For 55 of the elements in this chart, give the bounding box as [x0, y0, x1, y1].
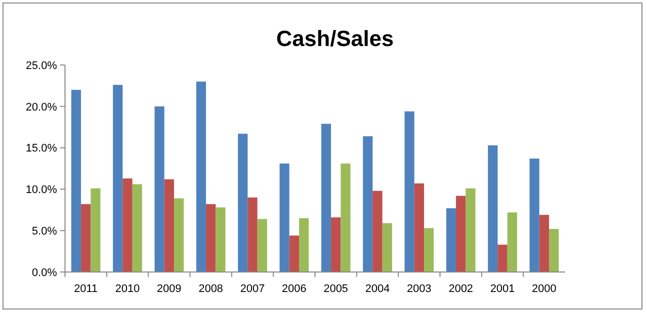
bar [238, 134, 248, 272]
bar [340, 164, 350, 272]
x-tick-label: 2008 [198, 283, 224, 295]
bar [289, 236, 300, 272]
bar [362, 136, 373, 272]
bar [414, 183, 424, 272]
bar [216, 207, 226, 272]
bar [132, 184, 142, 272]
bar [71, 90, 81, 272]
bar [112, 84, 123, 272]
x-tick-label: 2000 [532, 283, 556, 295]
bar [174, 198, 184, 272]
bar [90, 188, 100, 272]
bar [488, 145, 498, 272]
y-tick-label: 0.0% [32, 266, 58, 279]
x-tick-label: 2006 [282, 283, 306, 295]
bar [498, 244, 508, 272]
x-tick-label: 2007 [240, 283, 265, 295]
bar [424, 228, 434, 272]
bar [507, 212, 518, 272]
bar [549, 228, 559, 272]
bar [539, 214, 550, 272]
y-tick-label: 5.0% [32, 225, 58, 238]
x-tick-label: 2003 [406, 283, 432, 295]
bar [257, 219, 268, 272]
bar [206, 204, 216, 272]
y-tick-label: 15.0% [26, 142, 58, 155]
y-tick-label: 10.0% [26, 184, 58, 196]
x-tick-label: 2011 [74, 283, 98, 295]
bar [154, 106, 164, 272]
bar [80, 204, 91, 272]
bar [280, 164, 290, 272]
bar [404, 111, 414, 272]
bar [530, 158, 540, 272]
x-tick-label: 2002 [448, 283, 474, 295]
x-tick-label: 2010 [115, 283, 140, 295]
bar [164, 179, 174, 272]
bar [466, 188, 476, 272]
x-tick-label: 2009 [156, 283, 182, 295]
x-tick-label: 2001 [490, 283, 515, 295]
x-tick-label: 2005 [324, 283, 348, 295]
bar [382, 223, 392, 272]
bar [299, 218, 309, 272]
bar [446, 208, 456, 272]
bar [122, 178, 132, 272]
chart-title: Cash/Sales [276, 26, 394, 51]
bar [196, 82, 206, 272]
bar [330, 217, 341, 272]
bar [456, 196, 466, 272]
bar [372, 190, 382, 272]
bar [321, 124, 331, 272]
x-tick-label: 2004 [365, 283, 390, 295]
bar [248, 197, 258, 272]
y-tick-label: 25.0% [26, 60, 58, 72]
y-tick-label: 20.0% [26, 101, 58, 114]
